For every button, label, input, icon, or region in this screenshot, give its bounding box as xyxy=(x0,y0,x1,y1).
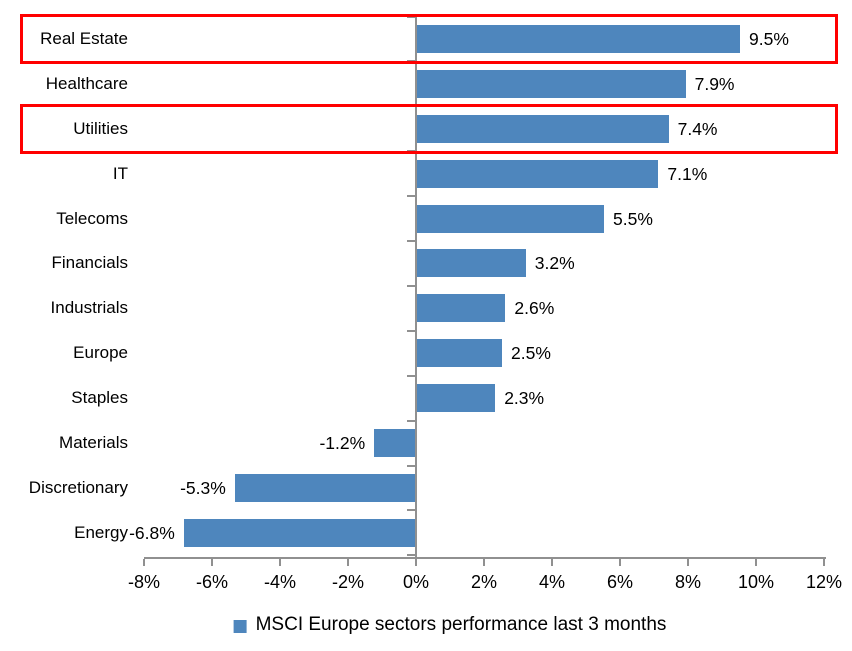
x-tick-label: 12% xyxy=(805,572,843,592)
value-label-energy: -6.8% xyxy=(129,522,175,543)
value-label-discretionary: -5.3% xyxy=(180,477,226,498)
x-tick-label: -4% xyxy=(263,572,296,592)
x-axis-tick xyxy=(347,559,349,566)
y-axis-tick xyxy=(407,554,416,557)
bar-telecoms xyxy=(417,204,604,233)
bar-utilities xyxy=(417,114,669,143)
category-label-financials: Financials xyxy=(51,253,128,273)
legend-label: MSCI Europe sectors performance last 3 m… xyxy=(255,614,667,635)
bar-materials xyxy=(374,429,415,458)
value-label-healthcare: 7.9% xyxy=(694,73,735,94)
x-tick-label: 10% xyxy=(737,572,775,592)
x-axis-tick xyxy=(483,559,485,566)
category-label-telecoms: Telecoms xyxy=(56,208,128,228)
bar-real-estate xyxy=(417,24,740,53)
x-tick-label: 6% xyxy=(606,572,633,592)
value-label-utilities: 7.4% xyxy=(677,118,718,139)
category-label-staples: Staples xyxy=(71,388,128,408)
x-axis-tick xyxy=(755,559,757,566)
x-axis-tick xyxy=(619,559,621,566)
y-axis-tick xyxy=(407,419,416,422)
x-tick-label: -8% xyxy=(127,572,160,592)
y-axis-tick xyxy=(407,374,416,377)
value-label-materials: -1.2% xyxy=(319,433,366,454)
y-axis-tick xyxy=(407,195,416,198)
y-axis-tick xyxy=(407,329,416,332)
value-label-industrials: 2.6% xyxy=(514,298,555,319)
value-label-telecoms: 5.5% xyxy=(613,208,653,229)
x-tick-label: 4% xyxy=(538,572,565,592)
category-label-europe: Europe xyxy=(73,343,128,363)
highlight-box-utilities xyxy=(20,103,838,154)
category-label-it: IT xyxy=(112,163,128,183)
x-axis-tick xyxy=(415,559,417,566)
value-label-europe: 2.5% xyxy=(511,343,551,364)
category-label-real-estate: Real Estate xyxy=(40,28,128,48)
legend: MSCI Europe sectors performance last 3 m… xyxy=(233,614,667,636)
category-label-utilities: Utilities xyxy=(73,118,128,138)
x-axis-tick xyxy=(143,559,145,566)
category-label-industrials: Industrials xyxy=(50,298,128,318)
y-axis-tick xyxy=(407,240,416,242)
bar-energy xyxy=(183,518,415,547)
x-tick-label: 0% xyxy=(402,572,429,592)
x-axis-tick xyxy=(687,559,689,566)
bar-healthcare xyxy=(417,69,686,98)
x-tick-label: -6% xyxy=(195,572,228,592)
bar-it xyxy=(417,159,659,188)
category-label-energy: Energy xyxy=(74,522,128,542)
bar-financials xyxy=(417,249,526,278)
bar-discretionary xyxy=(234,473,415,502)
y-axis-tick xyxy=(407,509,416,512)
value-label-staples: 2.3% xyxy=(504,388,545,409)
bar-europe xyxy=(417,339,502,368)
x-tick-label: 8% xyxy=(674,572,701,592)
y-axis-tick xyxy=(407,284,416,287)
value-label-real-estate: 9.5% xyxy=(749,28,789,49)
x-tick-label: 2% xyxy=(470,572,497,592)
x-axis-line xyxy=(144,557,826,559)
category-label-materials: Materials xyxy=(59,433,128,453)
y-axis-line xyxy=(415,16,417,558)
category-label-discretionary: Discretionary xyxy=(28,477,128,497)
value-label-it: 7.1% xyxy=(667,163,708,184)
legend-marker-icon xyxy=(233,619,247,633)
y-axis-tick xyxy=(407,464,416,467)
highlight-box-real-estate xyxy=(20,14,838,64)
bar-industrials xyxy=(417,294,506,323)
x-axis-tick xyxy=(823,559,825,566)
x-tick-label: -2% xyxy=(331,572,364,592)
value-label-financials: 3.2% xyxy=(534,253,575,274)
x-axis-tick xyxy=(279,559,281,566)
category-label-healthcare: Healthcare xyxy=(45,73,128,93)
x-axis-tick xyxy=(551,559,553,566)
x-axis-tick xyxy=(211,559,213,566)
bar-staples xyxy=(417,384,496,413)
